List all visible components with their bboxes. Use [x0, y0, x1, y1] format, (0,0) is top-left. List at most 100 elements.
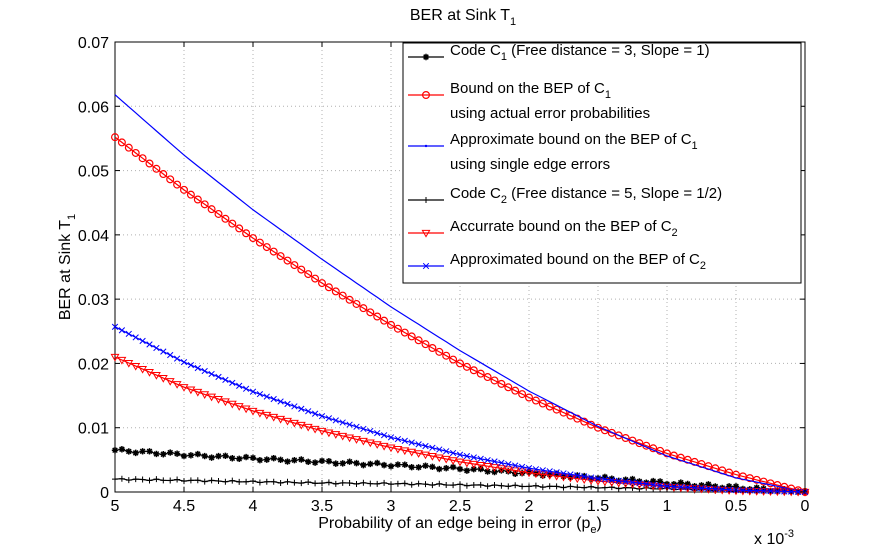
data-point-marker	[291, 403, 298, 410]
data-point-marker	[311, 459, 319, 466]
data-point-marker	[705, 481, 712, 488]
data-point-marker	[400, 447, 410, 456]
data-point-marker	[629, 475, 636, 483]
data-point-marker	[118, 446, 126, 453]
data-point-marker	[201, 478, 208, 485]
legend-label: Bound on the BEP of C1	[450, 80, 611, 101]
data-point-marker	[146, 448, 153, 455]
data-point-marker	[242, 229, 251, 238]
data-point-marker	[601, 473, 609, 481]
data-point-marker	[753, 484, 760, 491]
data-point-marker	[172, 381, 182, 389]
data-point-marker	[277, 479, 284, 486]
data-point-marker	[158, 375, 168, 383]
data-point-marker	[187, 361, 195, 369]
data-point-marker	[380, 432, 388, 439]
data-point-marker	[436, 465, 443, 473]
data-point-marker	[601, 476, 609, 483]
data-point-marker	[331, 287, 340, 296]
data-point-marker	[443, 465, 450, 472]
data-point-marker	[393, 445, 403, 454]
data-point-marker	[112, 476, 118, 483]
data-point-marker	[463, 467, 471, 474]
data-point-marker	[546, 468, 553, 475]
data-point-marker	[512, 482, 519, 489]
data-point-marker	[424, 144, 428, 148]
data-point-marker	[443, 482, 450, 489]
data-point-marker	[781, 488, 788, 495]
data-point-marker	[131, 148, 140, 157]
data-point-marker	[193, 195, 202, 204]
data-point-marker	[407, 332, 416, 341]
data-point-marker	[262, 243, 271, 252]
data-point-marker	[739, 487, 747, 494]
data-point-marker	[303, 423, 313, 432]
data-point-marker	[117, 356, 127, 365]
data-point-marker	[194, 477, 201, 484]
data-point-marker	[166, 175, 175, 184]
data-point-marker	[145, 369, 154, 377]
data-point-marker	[539, 484, 546, 491]
data-point-marker	[366, 308, 375, 317]
x-tick-label: 0.5	[725, 498, 747, 515]
data-point-marker	[574, 472, 581, 479]
data-point-marker	[318, 279, 327, 288]
data-point-marker	[325, 479, 332, 486]
data-point-marker	[180, 452, 188, 460]
data-point-marker	[263, 456, 270, 463]
series-4	[112, 475, 808, 495]
data-point-marker	[207, 205, 216, 214]
data-point-marker	[767, 487, 774, 495]
data-point-marker	[180, 185, 189, 194]
data-point-marker	[532, 466, 540, 473]
data-point-marker	[553, 483, 560, 490]
data-point-marker	[277, 456, 284, 463]
data-point-marker	[146, 341, 153, 348]
data-point-marker	[469, 460, 479, 469]
data-point-marker	[594, 475, 602, 482]
data-point-marker	[414, 450, 424, 458]
data-point-marker	[456, 451, 464, 458]
data-point-marker	[236, 382, 243, 389]
data-point-marker	[318, 457, 326, 465]
data-point-marker	[615, 477, 622, 484]
legend-label-line2: using actual error probabilities	[450, 105, 650, 122]
data-point-marker	[132, 476, 139, 483]
data-point-marker	[436, 480, 443, 487]
legend-box	[402, 42, 802, 284]
data-point-marker	[698, 482, 705, 489]
data-point-marker	[449, 449, 457, 457]
data-point-marker	[117, 138, 126, 147]
data-point-marker	[415, 480, 422, 487]
x-tick-label: 4.5	[173, 498, 195, 515]
data-point-marker	[503, 466, 513, 475]
data-point-marker	[298, 456, 305, 463]
data-point-marker	[449, 463, 457, 471]
data-point-marker	[139, 337, 146, 345]
data-point-marker	[208, 477, 215, 484]
data-point-marker	[270, 395, 277, 403]
data-point-marker	[229, 477, 236, 484]
data-point-marker	[705, 485, 712, 492]
data-point-marker	[353, 459, 360, 467]
series-line	[114, 136, 806, 493]
data-point-marker	[450, 482, 457, 489]
data-point-marker	[276, 415, 286, 424]
data-point-marker	[249, 454, 257, 462]
y-tick-label: 0.02	[78, 356, 109, 373]
data-point-marker	[381, 479, 388, 486]
data-point-marker	[490, 464, 499, 472]
data-point-marker	[236, 478, 243, 485]
data-point-marker	[760, 487, 767, 494]
data-point-marker	[422, 262, 430, 270]
data-point-marker	[200, 391, 210, 399]
data-point-marker	[476, 369, 485, 378]
data-point-marker	[179, 384, 189, 392]
data-point-marker	[201, 367, 208, 375]
data-point-marker	[538, 471, 548, 479]
data-point-marker	[732, 483, 740, 490]
data-point-marker	[518, 390, 527, 399]
x-tick-label: 5	[111, 498, 120, 515]
data-point-marker	[745, 487, 755, 496]
data-point-marker	[738, 487, 748, 496]
